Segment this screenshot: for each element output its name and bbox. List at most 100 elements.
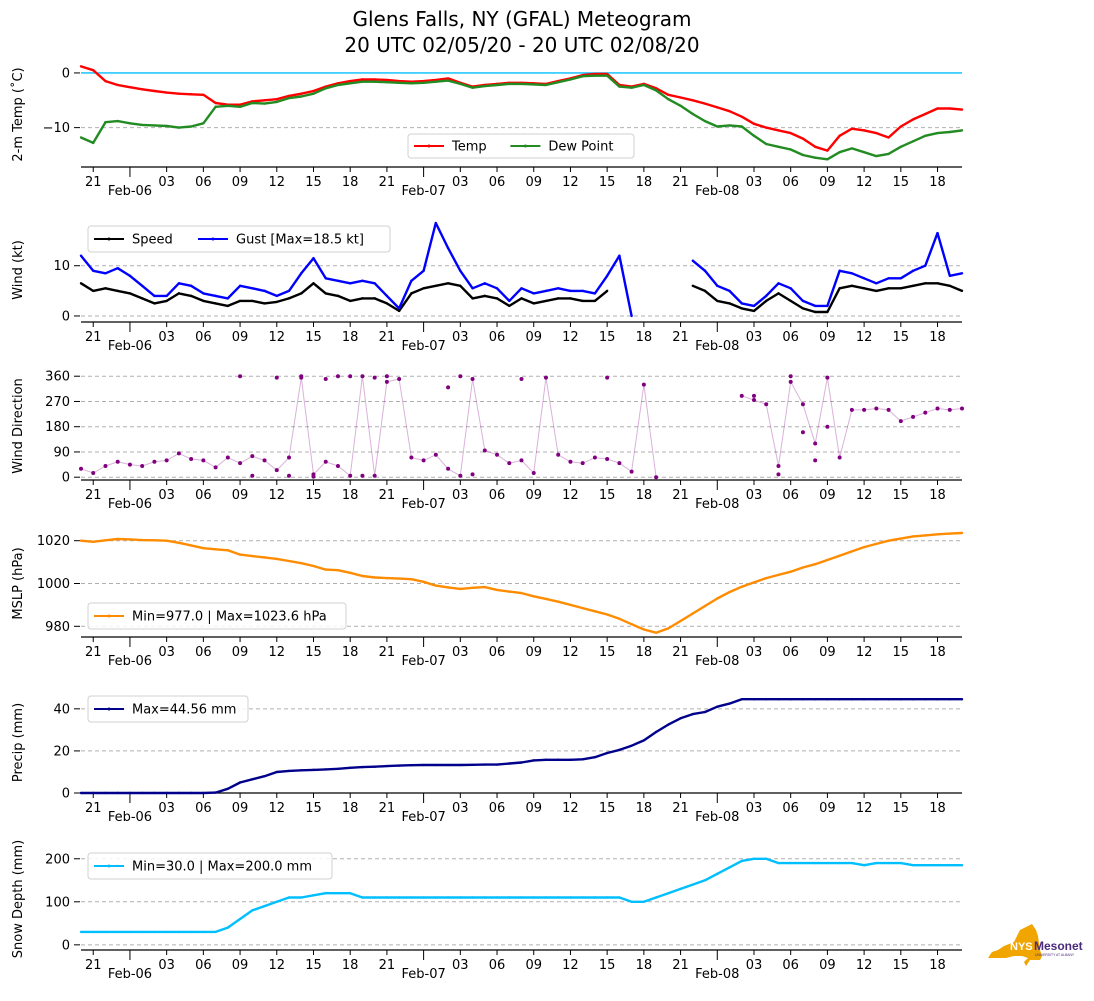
data-point <box>739 393 744 398</box>
legend-label: Speed <box>132 233 173 248</box>
y-tick-label: 20 <box>53 744 70 759</box>
data-point <box>263 289 266 293</box>
x-tick-label: 06 <box>195 958 212 973</box>
data-point <box>251 287 254 290</box>
x-tick-label: 06 <box>782 330 799 345</box>
data-point <box>740 698 743 701</box>
x-tick-label: 21 <box>85 958 102 973</box>
data-point <box>397 764 401 767</box>
x-tick-label: 03 <box>746 175 763 190</box>
legend: Min=30.0 | Max=200.0 mm <box>87 852 333 880</box>
data-point <box>520 591 523 595</box>
data-point <box>776 463 781 468</box>
data-point <box>557 81 560 84</box>
y-tick-label: 200 <box>45 852 70 867</box>
x-tick-label: 21 <box>672 175 689 190</box>
data-point <box>703 879 707 882</box>
data-point <box>752 698 756 701</box>
data-point <box>507 461 512 466</box>
x-tick-label: 15 <box>893 488 910 503</box>
data-point <box>752 122 756 125</box>
x-tick-label: 18 <box>342 645 359 660</box>
data-point <box>238 299 242 303</box>
data-point <box>127 462 132 467</box>
data-point <box>667 723 670 726</box>
x-tick-label: 21 <box>672 801 689 816</box>
data-point <box>128 791 132 795</box>
data-point <box>410 896 413 899</box>
data-point <box>348 374 353 379</box>
x-tick-label: 09 <box>525 958 542 973</box>
data-point <box>275 300 278 304</box>
data-point <box>679 887 682 891</box>
data-point <box>924 698 927 701</box>
data-point <box>373 78 376 81</box>
data-point <box>348 891 352 895</box>
data-point <box>153 89 156 93</box>
data-point <box>887 287 890 290</box>
x-tick-label: 15 <box>599 330 616 345</box>
data-point <box>384 379 389 384</box>
data-point <box>275 557 278 561</box>
data-point <box>911 535 915 538</box>
data-point <box>728 702 731 705</box>
data-point <box>862 129 866 132</box>
data-point <box>251 101 254 105</box>
x-day-tick-label: Feb-06 <box>108 497 152 512</box>
data-point <box>801 299 805 303</box>
data-point <box>213 465 218 470</box>
data-point <box>483 585 486 589</box>
x-tick-label: 09 <box>232 330 249 345</box>
x-tick-label: 06 <box>489 488 506 503</box>
data-point <box>581 758 584 761</box>
x-tick-label: 12 <box>562 645 579 660</box>
x-tick-label: 15 <box>893 801 910 816</box>
data-point <box>422 763 425 767</box>
data-point <box>323 377 328 382</box>
series-min-977-0-max-1023-6-hpa <box>79 531 964 634</box>
data-point <box>251 554 254 558</box>
data-point <box>544 597 548 601</box>
legend: Min=977.0 | Max=1023.6 hPa <box>87 602 347 630</box>
data-point <box>532 595 535 598</box>
legend-box <box>87 602 347 630</box>
data-point <box>324 568 327 571</box>
data-point <box>887 539 890 542</box>
data-point <box>874 406 879 411</box>
x-tick-label: 18 <box>636 958 653 973</box>
data-point <box>324 891 327 895</box>
x-tick-label: 06 <box>195 175 212 190</box>
data-point <box>348 82 352 85</box>
data-point <box>104 539 107 542</box>
data-point <box>287 297 291 300</box>
data-point <box>153 539 156 542</box>
data-point <box>887 861 890 865</box>
data-point <box>557 758 560 761</box>
y-tick-label: −10 <box>43 121 70 136</box>
data-point <box>189 544 193 547</box>
data-point <box>483 84 486 88</box>
data-point <box>532 292 535 295</box>
data-point <box>875 154 878 158</box>
data-point <box>716 299 719 303</box>
data-point <box>544 83 548 87</box>
x-tick-label: 21 <box>672 488 689 503</box>
y-axis-label: Wind Direction <box>11 378 26 474</box>
data-point <box>557 287 560 290</box>
data-point <box>789 287 792 290</box>
data-point <box>777 698 780 701</box>
x-tick-label: 06 <box>489 330 506 345</box>
x-tick-label: 21 <box>672 958 689 973</box>
data-point <box>898 419 903 424</box>
data-point <box>813 304 817 308</box>
legend: Speed Gust [Max=18.5 kt] <box>87 225 391 253</box>
data-point <box>862 287 866 290</box>
data-point <box>728 590 731 594</box>
x-tick-label: 06 <box>782 958 799 973</box>
legend-marker <box>211 237 215 241</box>
data-point <box>470 472 475 477</box>
data-point <box>421 458 426 463</box>
legend-label: Min=977.0 | Max=1023.6 hPa <box>132 610 327 625</box>
data-point <box>960 864 964 867</box>
data-point <box>116 289 119 293</box>
